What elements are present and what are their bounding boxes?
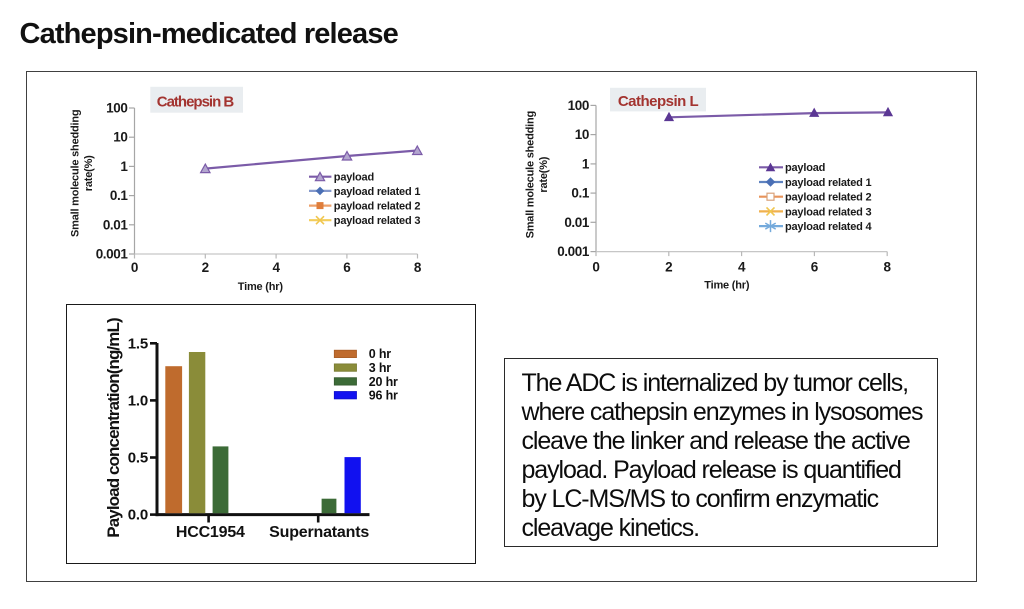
svg-text:1.5: 1.5	[128, 335, 148, 352]
svg-text:1.0: 1.0	[128, 392, 148, 409]
svg-text:payload related 2: payload related 2	[334, 201, 421, 213]
svg-text:0: 0	[592, 259, 599, 274]
svg-text:rate(%): rate(%)	[83, 155, 95, 191]
svg-text:Small molecule shedding: Small molecule shedding	[525, 111, 537, 238]
svg-text:2: 2	[665, 259, 672, 274]
svg-text:100: 100	[106, 101, 127, 116]
svg-text:0 hr: 0 hr	[369, 347, 391, 361]
svg-text:96 hr: 96 hr	[369, 389, 398, 403]
svg-text:8: 8	[884, 259, 892, 274]
svg-text:payload: payload	[785, 162, 825, 174]
svg-text:4: 4	[738, 259, 746, 274]
svg-text:3 hr: 3 hr	[369, 361, 391, 375]
svg-text:2: 2	[202, 260, 209, 275]
svg-text:4: 4	[272, 260, 280, 275]
svg-text:payload related 2: payload related 2	[785, 192, 872, 204]
svg-text:Time (hr): Time (hr)	[704, 280, 750, 292]
svg-text:0.001: 0.001	[96, 247, 129, 262]
svg-text:payload related 1: payload related 1	[334, 186, 421, 198]
svg-text:Cathepsin L: Cathepsin L	[618, 93, 699, 110]
svg-text:100: 100	[568, 98, 589, 113]
svg-text:payload related 4: payload related 4	[785, 221, 873, 233]
svg-text:0.01: 0.01	[564, 215, 590, 230]
svg-text:10: 10	[113, 130, 127, 145]
svg-text:payload: payload	[334, 172, 374, 184]
svg-text:payload related 1: payload related 1	[785, 177, 872, 189]
svg-text:0.0: 0.0	[128, 507, 148, 524]
svg-text:Supernatants: Supernatants	[269, 524, 369, 541]
svg-text:rate(%): rate(%)	[538, 156, 550, 192]
svg-text:Time (hr): Time (hr)	[238, 281, 284, 293]
svg-text:HCC1954: HCC1954	[176, 524, 245, 541]
svg-text:0.5: 0.5	[128, 450, 148, 467]
svg-text:0.01: 0.01	[103, 217, 129, 232]
svg-text:0.001: 0.001	[557, 244, 590, 259]
svg-text:0.1: 0.1	[110, 188, 128, 203]
svg-text:8: 8	[414, 260, 422, 275]
svg-text:Small molecule shedding: Small molecule shedding	[70, 110, 82, 237]
svg-text:0.1: 0.1	[571, 186, 589, 201]
svg-text:1: 1	[120, 159, 128, 174]
svg-text:Cathepsin B: Cathepsin B	[157, 93, 235, 110]
svg-text:10: 10	[575, 127, 589, 142]
svg-text:6: 6	[811, 259, 819, 274]
svg-text:payload related 3: payload related 3	[334, 215, 421, 227]
svg-text:payload related 3: payload related 3	[785, 206, 872, 218]
svg-text:0: 0	[131, 260, 138, 275]
svg-text:Payload concentration(ng/mL): Payload concentration(ng/mL)	[104, 318, 123, 538]
svg-text:20 hr: 20 hr	[369, 375, 398, 389]
svg-text:6: 6	[343, 260, 351, 275]
svg-text:1: 1	[582, 156, 590, 171]
